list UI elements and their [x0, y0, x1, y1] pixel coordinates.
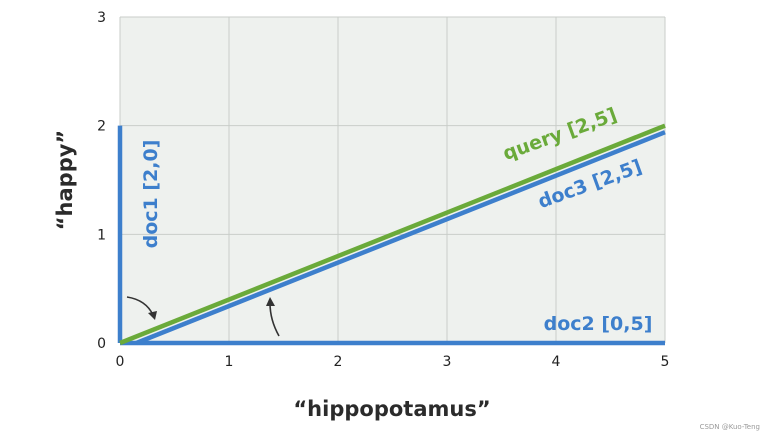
- x-tick-label-4: 4: [552, 354, 561, 370]
- series-label-2: doc1 [2,0]: [140, 140, 162, 249]
- series-line-0: [119, 123, 666, 346]
- plot-background: [120, 17, 665, 343]
- series-line-1: [135, 130, 666, 346]
- watermark: CSDN @Kuo-Teng: [699, 423, 760, 431]
- angle-arrow-right-head-icon: [266, 297, 275, 306]
- y-axis-title: “happy”: [53, 130, 77, 230]
- x-tick-label-3: 3: [443, 354, 452, 370]
- y-tick-label-2: 2: [97, 119, 106, 135]
- x-tick-label-1: 1: [225, 354, 234, 370]
- x-axis-title: “hippopotamus”: [293, 397, 490, 421]
- y-tick-label-1: 1: [97, 227, 106, 243]
- x-tick-label-2: 2: [334, 354, 343, 370]
- y-tick-label-0: 0: [97, 336, 106, 352]
- x-tick-label-0: 0: [116, 354, 125, 370]
- series-label-3: doc2 [0,5]: [544, 313, 653, 335]
- angle-arrow-left-head-icon: [148, 311, 157, 320]
- x-tick-label-5: 5: [661, 354, 670, 370]
- y-tick-label-3: 3: [97, 10, 106, 26]
- tick-labels: 0 1 2 3 4 5 0 1 2 3: [97, 10, 669, 370]
